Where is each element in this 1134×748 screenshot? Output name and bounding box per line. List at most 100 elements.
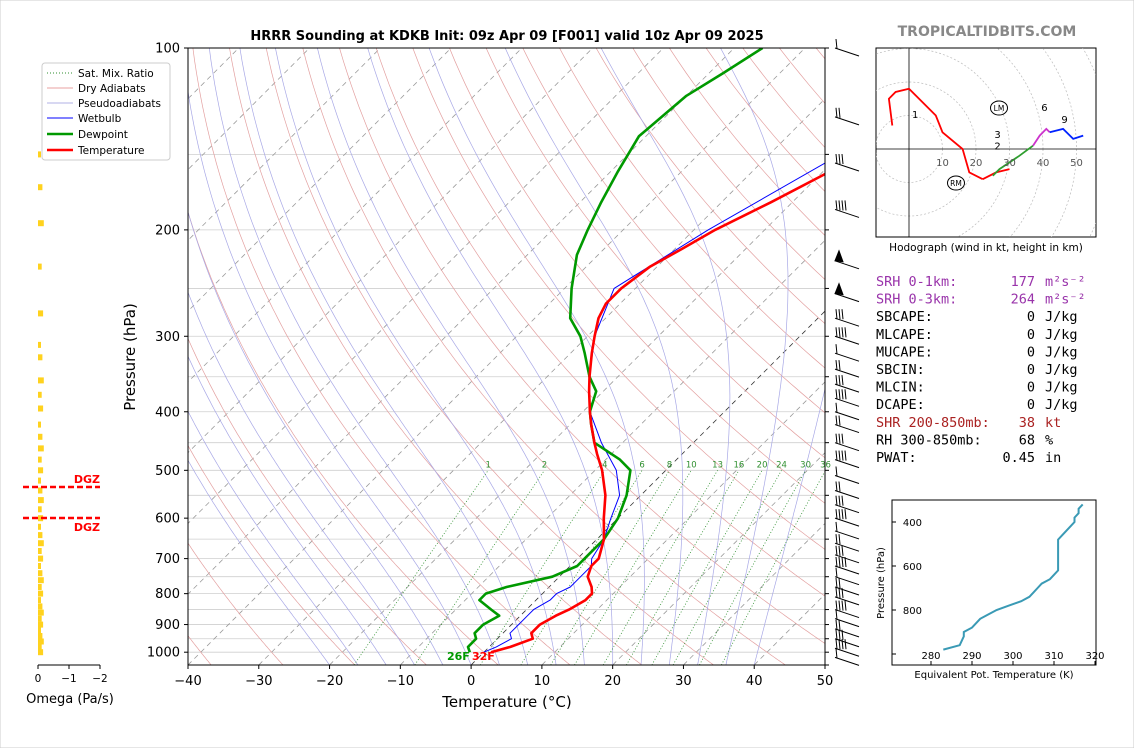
param-label: MLCIN:: [876, 380, 925, 396]
temperature-tick-label: −30: [245, 674, 272, 689]
omega-bar: [38, 477, 41, 484]
theta-e-ylabel: Pressure (hPa): [876, 547, 887, 619]
skewt-grid: [188, 48, 825, 665]
param-label: SBCIN:: [876, 362, 925, 378]
wind-barb: [834, 495, 860, 514]
temperature-tick-label: −20: [316, 674, 343, 689]
param-unit: J/kg: [1045, 344, 1078, 360]
wind-barb: [834, 556, 860, 575]
surface-temp-label: 32F: [472, 650, 495, 663]
omega-bar: [38, 391, 42, 398]
param-value: 0: [1027, 309, 1035, 325]
omega-bar: [38, 354, 43, 361]
omega-tick-1: −1: [61, 673, 76, 685]
param-unit: J/kg: [1045, 309, 1078, 325]
wind-barb: [834, 375, 860, 393]
param-value: 177: [1011, 274, 1035, 290]
param-label: MUCAPE:: [876, 344, 933, 360]
hodograph-segment: [1032, 127, 1051, 147]
param-value: 0: [1027, 397, 1035, 413]
param-label: SRH 0-1km:: [876, 274, 957, 290]
wind-barb: [834, 389, 860, 407]
param-label: SBCAPE:: [876, 309, 933, 325]
legend-dewpoint: Dewpoint: [78, 129, 128, 141]
skewt-profiles: [466, 48, 825, 654]
hodograph: 10 20 30 40 50 1 23 6 9 LM RM: [875, 47, 1097, 238]
mixing-ratio-label: 4: [602, 460, 607, 470]
param-value: 0: [1027, 362, 1035, 378]
omega-bar: [38, 638, 44, 645]
wind-barb: [834, 648, 860, 666]
pressure-tick-label: 600: [155, 512, 180, 527]
omega-bar: [38, 548, 42, 554]
wind-barb: [834, 545, 860, 564]
mixing-ratio-label: 13: [712, 460, 723, 470]
hodograph-ring-label: 30: [1003, 158, 1016, 169]
temperature-tick-label: 30: [675, 674, 692, 689]
param-value: 0: [1027, 380, 1035, 396]
mixing-ratio-label: 8: [667, 460, 672, 470]
skewt-legend: Sat. Mix. Ratio Dry Adiabats Pseudoadiab…: [41, 62, 171, 161]
param-unit: m²s⁻²: [1045, 292, 1086, 308]
param-value: 0: [1027, 344, 1035, 360]
legend-sat-mix: Sat. Mix. Ratio: [78, 68, 154, 80]
omega-tick-2: −2: [92, 673, 107, 685]
legend-temperature: Temperature: [77, 145, 145, 157]
wind-barb: [834, 481, 860, 499]
pressure-tick-label: 700: [155, 552, 180, 567]
param-value: 0: [1027, 327, 1035, 343]
param-label: SHR 200-850mb:: [876, 415, 990, 431]
wind-barb: [834, 344, 860, 362]
wind-barb: [834, 509, 860, 527]
omega-bar: [38, 540, 44, 547]
omega-bar: [38, 456, 42, 463]
mixing-ratio-label: 6: [639, 460, 644, 470]
wind-barb: [834, 327, 860, 345]
param-value: 38: [1019, 415, 1035, 431]
temperature-tick-label: 20: [604, 674, 621, 689]
mixing-ratio-label: 2: [542, 460, 547, 470]
hodograph-ring-label: 40: [1037, 158, 1050, 169]
omega-bar: [38, 341, 41, 348]
wind-barb: [834, 521, 860, 540]
omega-bar: [38, 649, 44, 656]
wetbulb-profile: [483, 162, 825, 653]
left-mover-marker: [990, 100, 1008, 116]
theta-e-profile: [943, 503, 1084, 651]
mixing-ratio-label: 36: [820, 460, 831, 470]
omega-bar: [38, 633, 43, 639]
omega-bar: [38, 263, 42, 270]
wind-barb: [834, 309, 860, 327]
theta-e-y-tick: 600: [903, 562, 922, 573]
wind-barb: [834, 639, 860, 657]
omega-bar: [38, 577, 44, 584]
omega-bar: [38, 487, 43, 494]
mixing-ratio-label: 10: [686, 460, 697, 470]
theta-e-xlabel: Equivalent Pot. Temperature (K): [914, 670, 1073, 681]
omega-bar: [38, 377, 44, 384]
wind-barb: [834, 433, 860, 452]
omega-bar: [38, 563, 41, 569]
param-label: SRH 0-3km:: [876, 292, 957, 308]
temperature-tick-label: 10: [534, 674, 551, 689]
hodograph-ring-label: 10: [936, 158, 949, 169]
param-unit: in: [1045, 450, 1061, 466]
param-unit: kt: [1045, 415, 1061, 431]
wind-barbs: [834, 38, 860, 666]
omega-bar: [38, 421, 41, 428]
omega-bar: [38, 310, 44, 317]
temperature-tick-label: 0: [467, 674, 475, 689]
right-mover-marker: [947, 175, 965, 191]
sounding-parameters: SRH 0-1km: 177 m²s⁻² SRH 0-3km: 264 m²s⁻² SBCA…: [876, 274, 1086, 466]
omega-bar: [38, 515, 44, 522]
omega-bar: [38, 497, 44, 504]
param-unit: %: [1045, 432, 1053, 448]
omega-bar: [38, 433, 43, 440]
pressure-tick-label: 400: [155, 405, 180, 420]
omega-bar: [38, 184, 43, 191]
pressure-tick-label: 100: [155, 42, 180, 57]
theta-e-x-tick: 280: [921, 651, 940, 662]
legend-wetbulb: Wetbulb: [78, 113, 122, 125]
pressure-tick-label: 900: [155, 618, 180, 633]
